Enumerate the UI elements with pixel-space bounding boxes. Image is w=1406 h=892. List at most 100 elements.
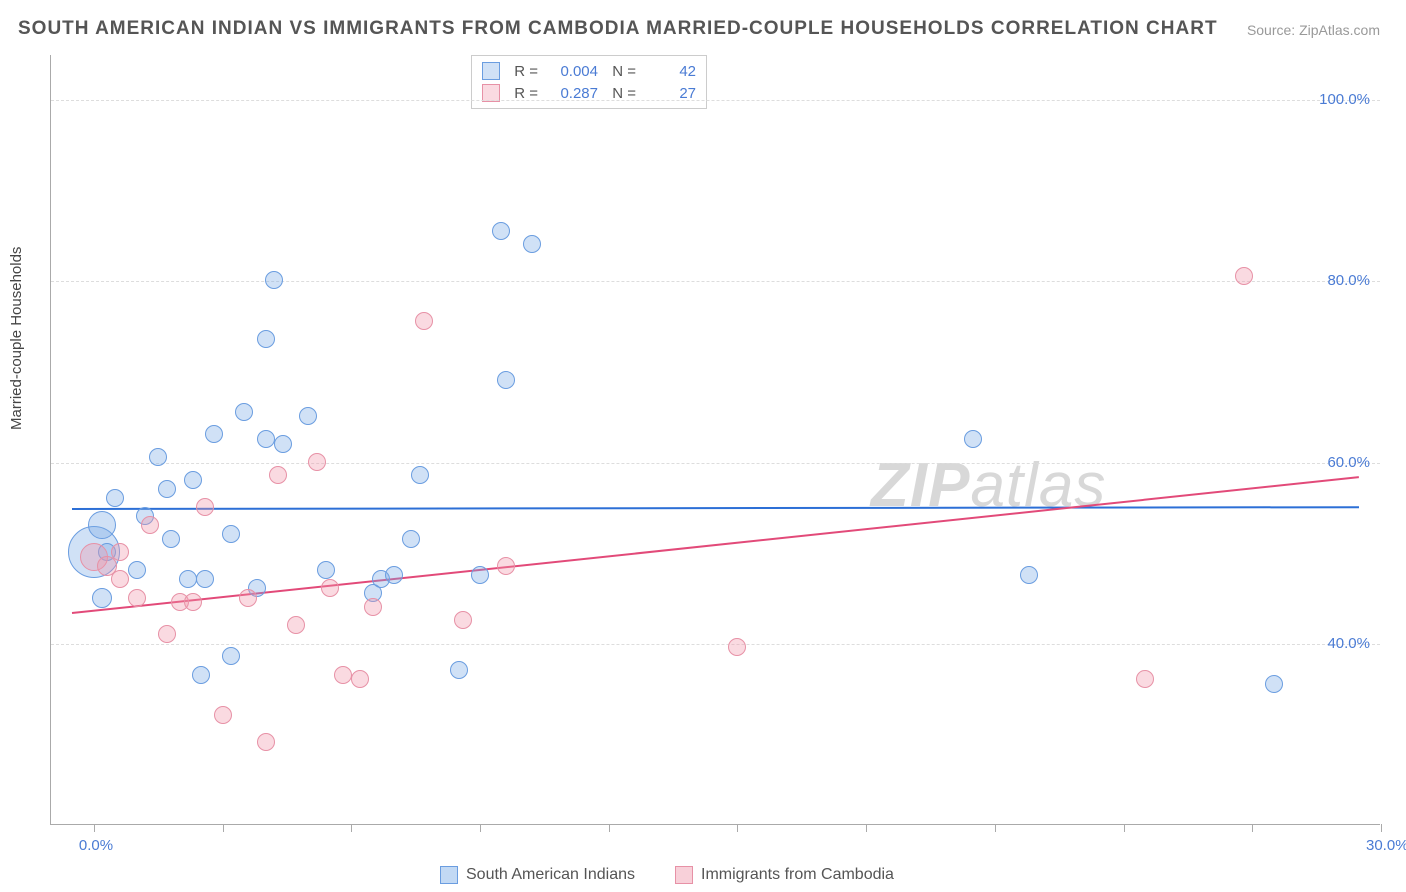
data-point	[235, 403, 253, 421]
x-tick-label: 30.0%	[1366, 837, 1406, 854]
data-point	[88, 511, 116, 539]
series-swatch	[482, 62, 500, 80]
data-point	[205, 425, 223, 443]
x-tick	[480, 824, 481, 832]
data-point	[1235, 267, 1253, 285]
gridline	[51, 100, 1380, 101]
data-point	[158, 480, 176, 498]
data-point	[454, 611, 472, 629]
stats-row: R = 0.004 N = 42	[482, 60, 696, 82]
data-point	[287, 616, 305, 634]
legend-label: Immigrants from Cambodia	[701, 866, 894, 884]
x-tick	[609, 824, 610, 832]
data-point	[317, 561, 335, 579]
data-point	[385, 566, 403, 584]
legend-label: South American Indians	[466, 866, 635, 884]
data-point	[269, 466, 287, 484]
data-point	[257, 733, 275, 751]
data-point	[222, 525, 240, 543]
data-point	[162, 530, 180, 548]
data-point	[334, 666, 352, 684]
data-point	[184, 593, 202, 611]
data-point	[214, 706, 232, 724]
data-point	[196, 498, 214, 516]
x-tick-label: 0.0%	[79, 837, 113, 854]
data-point	[321, 579, 339, 597]
n-value: 42	[646, 63, 696, 80]
data-point	[1020, 566, 1038, 584]
x-tick	[1252, 824, 1253, 832]
bottom-legend: South American Indians Immigrants from Ca…	[440, 866, 894, 884]
data-point	[728, 638, 746, 656]
source-attribution: Source: ZipAtlas.com	[1247, 22, 1380, 38]
data-point	[497, 371, 515, 389]
data-point	[106, 489, 124, 507]
legend-swatch	[440, 866, 458, 884]
x-tick	[94, 824, 95, 832]
watermark: ZIPatlas	[871, 450, 1106, 521]
data-point	[141, 516, 159, 534]
y-tick-label: 60.0%	[1310, 454, 1370, 471]
data-point	[274, 435, 292, 453]
legend-swatch	[675, 866, 693, 884]
r-value: 0.004	[548, 63, 598, 80]
data-point	[222, 647, 240, 665]
data-point	[128, 589, 146, 607]
data-point	[239, 589, 257, 607]
y-tick-label: 40.0%	[1310, 635, 1370, 652]
y-tick-label: 100.0%	[1310, 91, 1370, 108]
data-point	[471, 566, 489, 584]
x-tick	[737, 824, 738, 832]
watermark-bold: ZIP	[871, 451, 970, 520]
legend-item: South American Indians	[440, 866, 635, 884]
data-point	[257, 430, 275, 448]
data-point	[411, 466, 429, 484]
chart-plot-area: R = 0.004 N = 42 R = 0.287 N = 27 ZIPatlas 40.0…	[50, 55, 1380, 825]
gridline	[51, 644, 1380, 645]
data-point	[964, 430, 982, 448]
data-point	[1265, 675, 1283, 693]
gridline	[51, 281, 1380, 282]
data-point	[492, 222, 510, 240]
data-point	[299, 407, 317, 425]
data-point	[196, 570, 214, 588]
r-label: R =	[510, 63, 538, 80]
gridline	[51, 463, 1380, 464]
trend-line	[72, 476, 1359, 614]
chart-title: SOUTH AMERICAN INDIAN VS IMMIGRANTS FROM…	[18, 18, 1218, 40]
r-label: R =	[510, 85, 538, 102]
r-value: 0.287	[548, 85, 598, 102]
x-tick	[866, 824, 867, 832]
y-tick-label: 80.0%	[1310, 272, 1370, 289]
data-point	[497, 557, 515, 575]
data-point	[523, 235, 541, 253]
data-point	[308, 453, 326, 471]
data-point	[265, 271, 283, 289]
legend-item: Immigrants from Cambodia	[675, 866, 894, 884]
data-point	[1136, 670, 1154, 688]
data-point	[257, 330, 275, 348]
data-point	[149, 448, 167, 466]
data-point	[111, 570, 129, 588]
data-point	[158, 625, 176, 643]
data-point	[128, 561, 146, 579]
y-axis-title: Married-couple Households	[8, 247, 25, 430]
n-label: N =	[608, 85, 636, 102]
n-value: 27	[646, 85, 696, 102]
data-point	[351, 670, 369, 688]
trend-line	[72, 506, 1359, 510]
data-point	[450, 661, 468, 679]
data-point	[179, 570, 197, 588]
data-point	[364, 598, 382, 616]
data-point	[92, 588, 112, 608]
x-tick	[995, 824, 996, 832]
data-point	[111, 543, 129, 561]
x-tick	[1124, 824, 1125, 832]
x-tick	[223, 824, 224, 832]
data-point	[192, 666, 210, 684]
x-tick	[1381, 824, 1382, 832]
data-point	[402, 530, 420, 548]
n-label: N =	[608, 63, 636, 80]
data-point	[415, 312, 433, 330]
data-point	[184, 471, 202, 489]
